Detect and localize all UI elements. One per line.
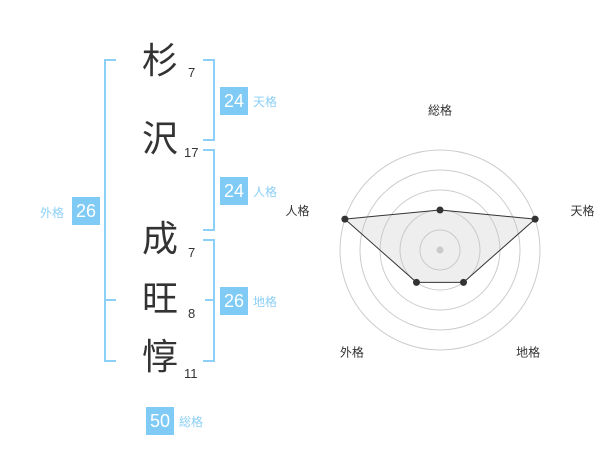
- radar-axis-label: 外格: [340, 345, 364, 360]
- radar-axis-label: 天格: [571, 203, 595, 218]
- radar-axis-label: 総格: [428, 102, 452, 117]
- radar-point-4: [341, 215, 349, 223]
- stroke-count-3: 7: [188, 245, 196, 260]
- tenkaku-bracket: [203, 59, 215, 141]
- stroke-count-5: 11: [184, 366, 198, 381]
- gaikaku-bracket-tick: [104, 299, 116, 301]
- soukaku-label: 総格: [179, 415, 204, 429]
- name-char-1: 杉: [141, 41, 178, 82]
- radar-axis-label: 人格: [285, 203, 309, 218]
- stroke-count-1: 7: [188, 65, 196, 80]
- name-char-3: 成: [141, 219, 178, 260]
- radar-center: [436, 246, 444, 254]
- radar-ring-1: [419, 229, 461, 271]
- name-char-4: 旺: [141, 279, 178, 320]
- radar-ring-5: [339, 149, 541, 351]
- name-char-5: 惇: [141, 337, 178, 378]
- gaikaku-bracket: [104, 59, 116, 362]
- jinkaku-label: 人格: [253, 185, 278, 199]
- radar-point-0: [436, 206, 444, 214]
- radar-point-2: [460, 278, 468, 286]
- chikaku-label: 地格: [253, 295, 278, 309]
- name-char-2: 沢: [141, 119, 178, 160]
- tenkaku-badge: 24: [220, 87, 248, 115]
- stroke-count-2: 17: [184, 145, 199, 160]
- radar-point-3: [412, 278, 420, 286]
- jinkaku-badge: 24: [220, 177, 248, 205]
- radar-area: [343, 209, 537, 283]
- radar-point-1: [531, 215, 539, 223]
- jinkaku-bracket: [203, 149, 215, 231]
- soukaku-badge: 50: [146, 407, 174, 435]
- stroke-count-4: 8: [188, 306, 196, 321]
- chikaku-bracket-tick: [205, 299, 215, 301]
- radar-axis-label: 地格: [516, 345, 540, 360]
- tenkaku-label: 天格: [253, 95, 278, 109]
- chikaku-badge: 26: [220, 287, 248, 315]
- radar-ring-4: [359, 169, 521, 331]
- gaikaku-badge: 26: [72, 197, 100, 225]
- gaikaku-label: 外格: [40, 206, 65, 220]
